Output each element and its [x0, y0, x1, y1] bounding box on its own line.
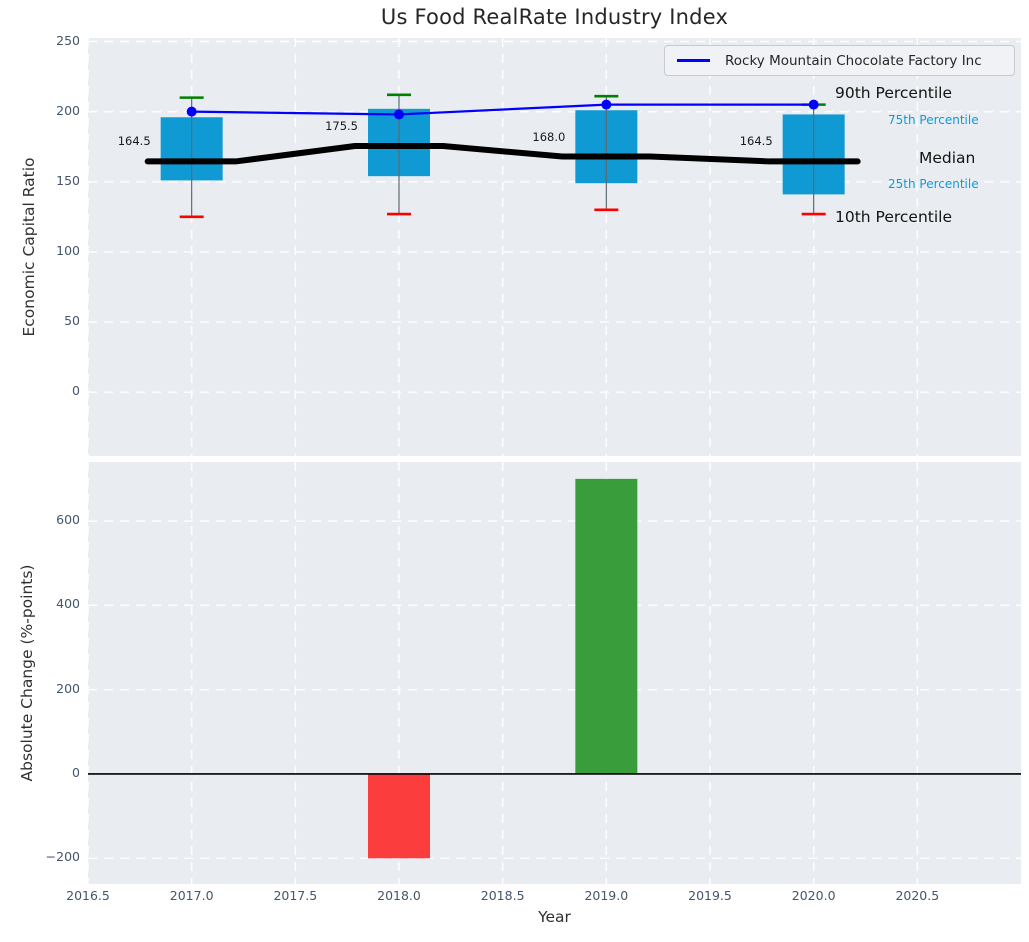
median-value-label: 168.0	[532, 129, 566, 144]
company-marker	[394, 109, 404, 120]
top-y-tick-label: 50	[64, 313, 80, 329]
x-axis-label: Year	[538, 908, 571, 926]
median-line	[144, 143, 861, 165]
legend-line-icon	[677, 59, 710, 62]
x-tick-label: 2019.0	[584, 888, 629, 903]
x-tick-label: 2018.5	[480, 888, 525, 903]
bottom-y-tick-label: 600	[56, 512, 80, 528]
top-y-tick-label: 250	[56, 32, 80, 48]
bar-negative	[368, 773, 430, 859]
median-value-label: 164.5	[117, 134, 151, 149]
x-tick-label: 2017.5	[273, 888, 318, 903]
x-tick-label: 2016.5	[66, 888, 110, 903]
top-y-tick-label: 200	[56, 102, 80, 118]
legend: Rocky Mountain Chocolate Factory Inc	[664, 45, 1015, 76]
bottom-y-tick-label: 400	[56, 596, 80, 612]
x-tick-label: 2020.0	[791, 888, 836, 903]
annotation-25th-percentile: 25th Percentile	[888, 177, 979, 191]
annotation-75th-percentile: 75th Percentile	[888, 113, 979, 127]
x-tick-label: 2018.0	[377, 888, 421, 903]
annotation-90th-percentile: 90th Percentile	[835, 84, 953, 102]
x-tick-label: 2017.0	[169, 888, 214, 903]
median-value-label: 175.5	[325, 119, 358, 133]
median-value-label: 164.5	[739, 134, 773, 149]
company-marker	[601, 99, 612, 110]
x-tick-label: 2020.5	[895, 888, 940, 903]
bottom-y-tick-label: 0	[72, 764, 80, 780]
company-marker	[808, 99, 819, 110]
annotation-median: Median	[919, 149, 976, 167]
bottom-plot-background	[88, 462, 1021, 884]
x-tick-label: 2019.5	[688, 888, 732, 903]
top-y-tick-label: 150	[56, 172, 80, 188]
bottom-y-tick-label: −200	[45, 849, 80, 865]
annotation-10th-percentile: 10th Percentile	[835, 208, 953, 226]
company-marker	[186, 106, 197, 117]
top-y-tick-label: 0	[72, 383, 80, 399]
bottom-y-tick-label: 200	[56, 680, 80, 696]
top-y-tick-label: 100	[56, 242, 80, 258]
company-line	[191, 103, 814, 116]
legend-label: Rocky Mountain Chocolate Factory Inc	[725, 52, 982, 69]
bar-positive	[575, 478, 638, 774]
chart-title: Us Food RealRate Industry Index	[380, 5, 729, 29]
